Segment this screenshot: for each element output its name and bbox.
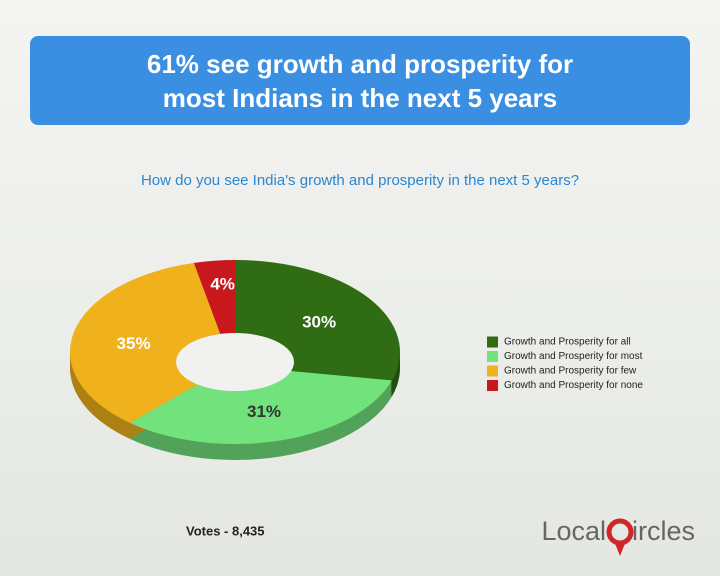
data-label: 35% — [117, 334, 151, 353]
chart-subtitle: How do you see India's growth and prospe… — [141, 172, 579, 189]
legend-swatch — [487, 351, 498, 362]
logo-right: ircles — [632, 516, 695, 546]
logo-icon — [606, 518, 634, 546]
logo-left: Local — [541, 516, 606, 546]
legend-swatch — [487, 380, 498, 391]
data-label: 30% — [302, 312, 336, 331]
legend-swatch — [487, 336, 498, 348]
title-banner: 61% see growth and prosperity for most I… — [30, 36, 690, 125]
legend-label: Growth and Prosperity for few — [504, 366, 637, 377]
votes-note: Votes - 8,435 — [186, 523, 265, 538]
pie-hole — [176, 333, 294, 391]
slice — [193, 260, 235, 334]
logo: Local ircles — [541, 516, 695, 556]
slice — [129, 370, 392, 444]
legend-label: Growth and Prosperity for most — [504, 351, 643, 362]
legend-label: Growth and Prosperity for all — [504, 337, 631, 348]
logo-pin — [614, 541, 626, 556]
pie-tops — [70, 260, 400, 444]
legend-label: Growth and Prosperity for none — [504, 380, 643, 391]
slice — [235, 260, 400, 381]
data-label: 31% — [247, 402, 281, 421]
data-label: 4% — [210, 275, 235, 294]
legend-swatch — [487, 365, 498, 377]
slice — [70, 262, 221, 423]
